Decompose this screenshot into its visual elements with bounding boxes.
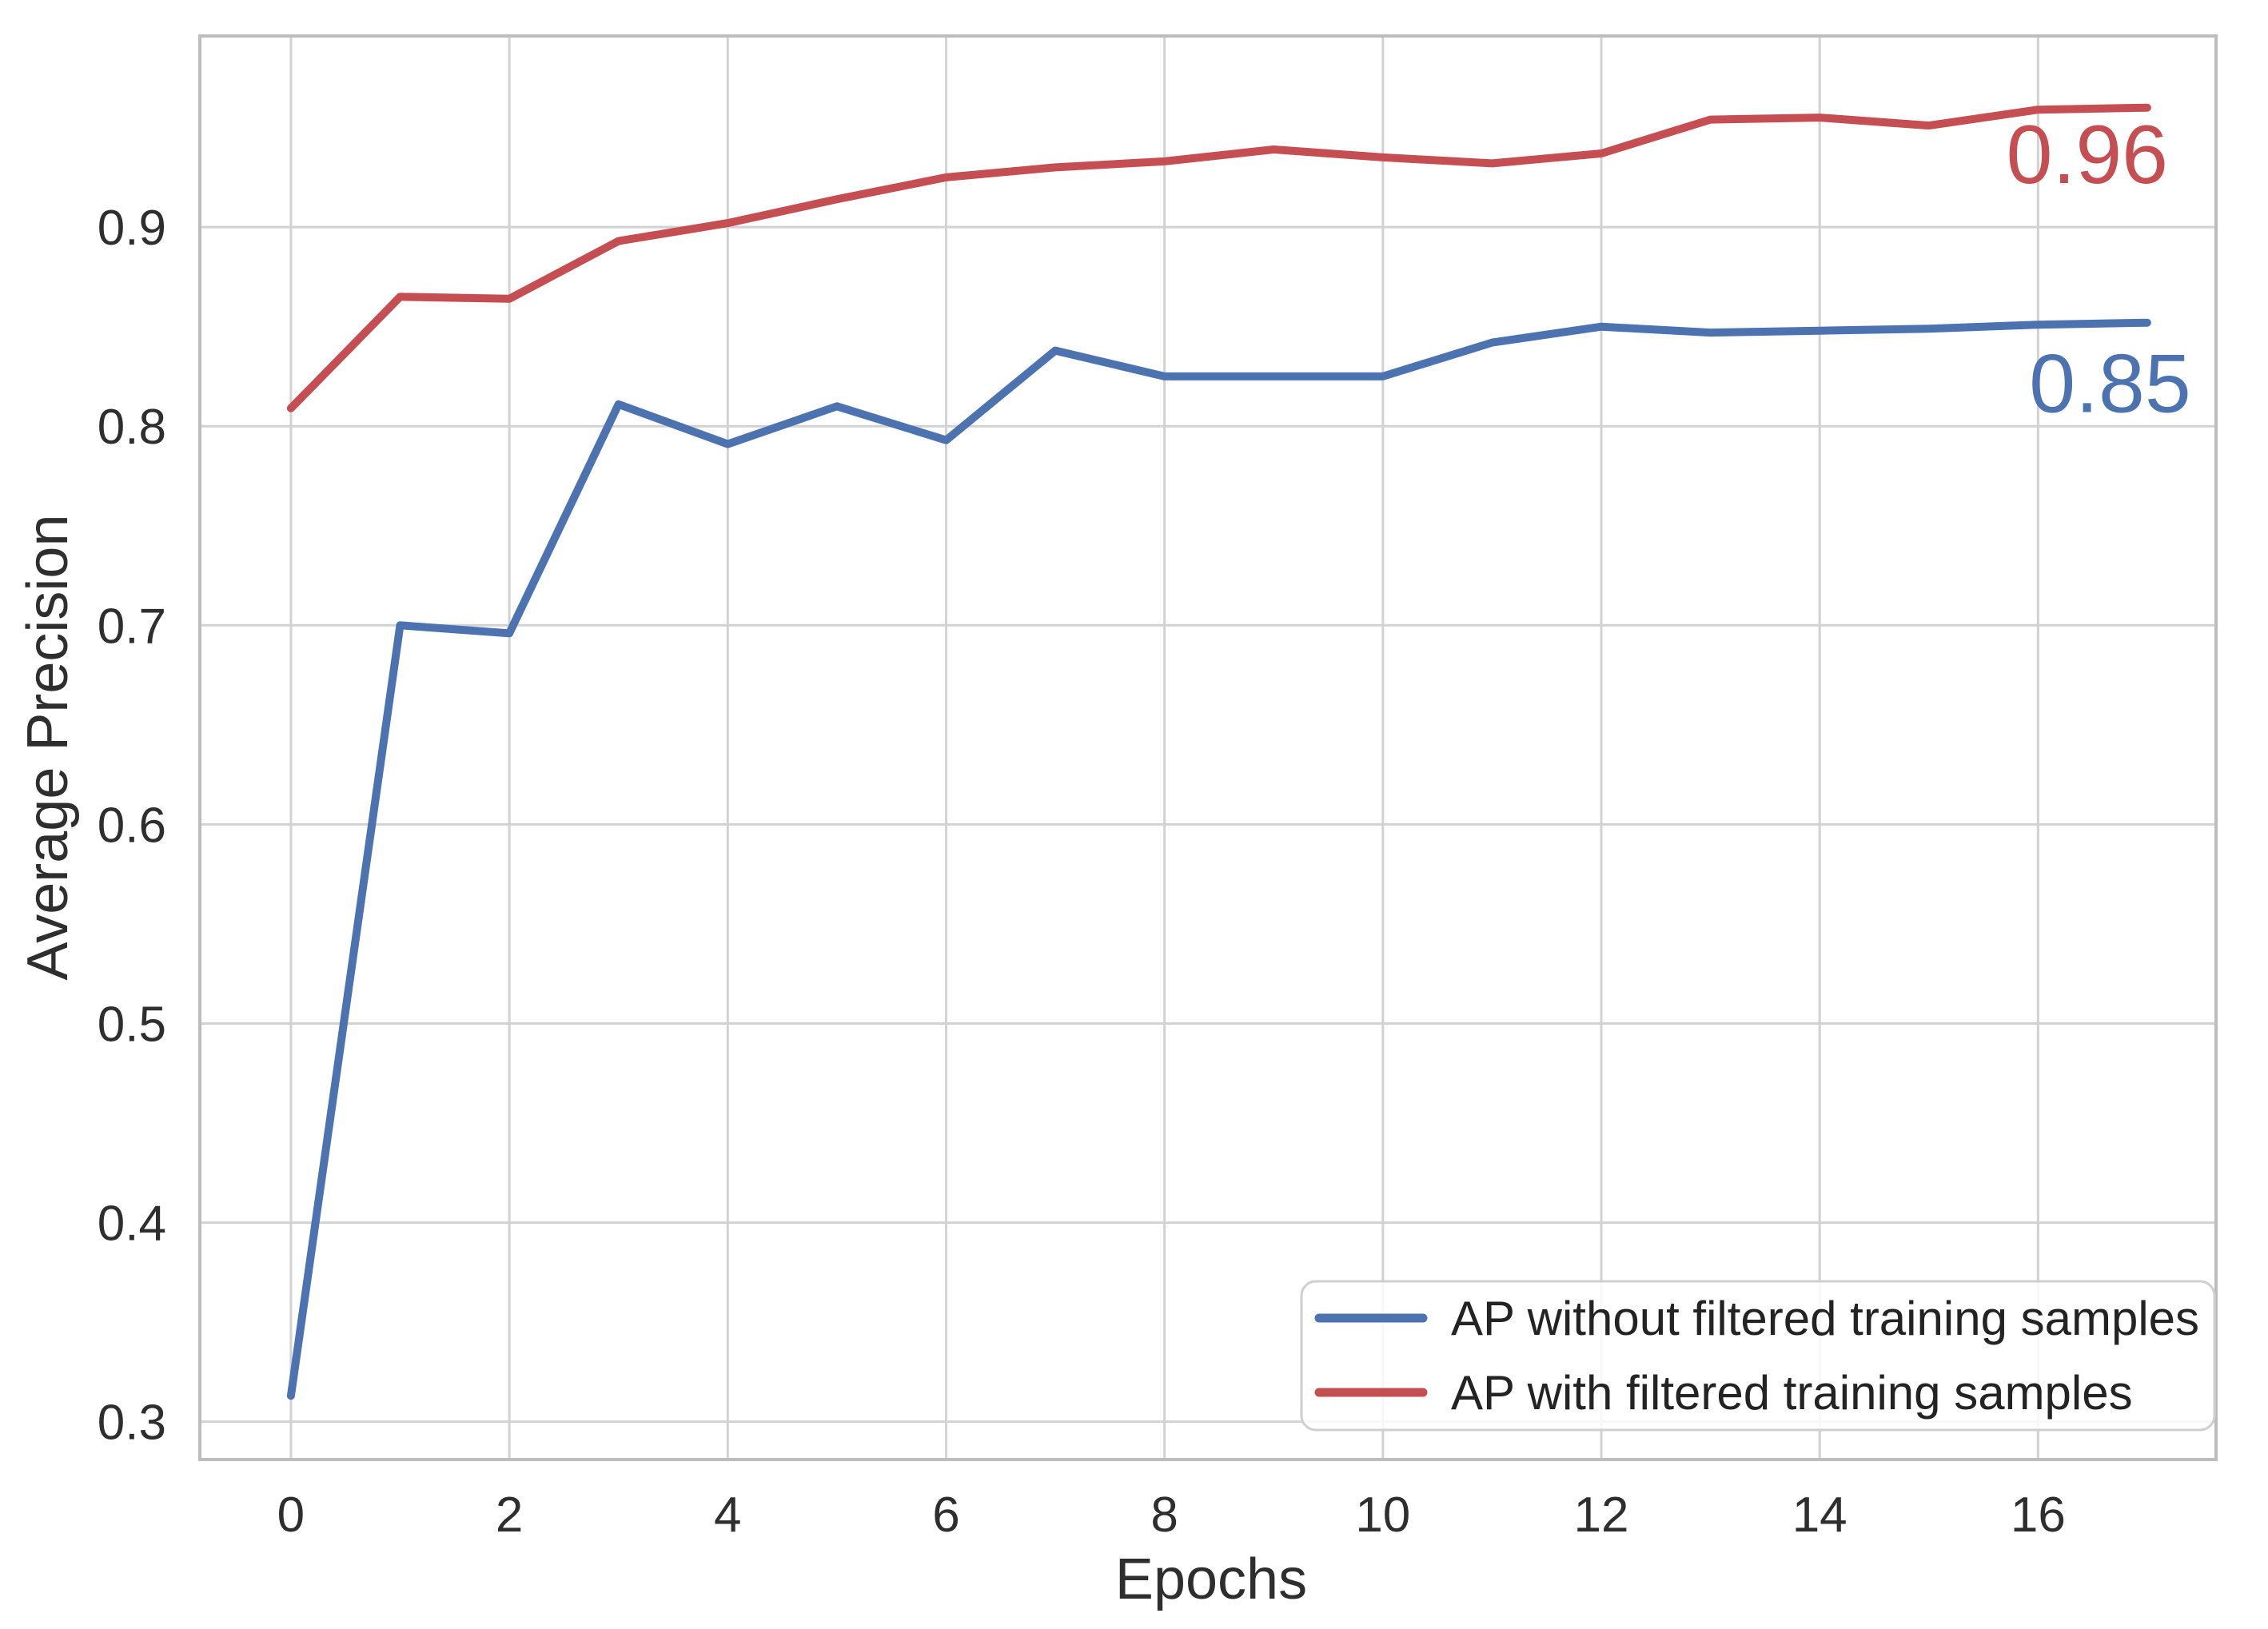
series-lines [286,103,2151,1400]
gridlines [200,36,2216,1460]
y-tick-label-0.8: 0.8 [98,400,166,455]
x-axis-label: Epochs [1115,1547,1307,1611]
x-tick-label-14: 14 [1792,1488,1847,1543]
x-tick-label-10: 10 [1355,1488,1410,1543]
legend-label-with-filtered: AP with filtered training samples [1451,1366,2133,1420]
annotation-0.96: 0.96 [2007,109,2168,201]
x-tick-label-8: 8 [1150,1488,1178,1543]
x-tick-label-4: 4 [714,1488,741,1543]
y-tick-label-0.5: 0.5 [98,997,166,1052]
y-tick-label-0.4: 0.4 [98,1197,166,1252]
x-tick-label-6: 6 [932,1488,959,1543]
annotation-0.85: 0.85 [2029,337,2190,430]
legend-box [1300,1280,2216,1432]
x-tick-label-2: 2 [496,1488,523,1543]
series-line-with-filtered [286,103,2151,412]
series-line-without-filtered [286,318,2151,1400]
y-tick-label-0.9: 0.9 [98,201,166,256]
y-tick-label-0.3: 0.3 [98,1396,166,1451]
y-tick-label-0.7: 0.7 [98,599,166,654]
x-tick-labels: 0 2 4 6 8 10 12 14 16 [277,1488,2066,1543]
x-tick-label-16: 16 [2011,1488,2066,1543]
x-tick-label-0: 0 [277,1488,305,1543]
y-tick-labels: 0.3 0.4 0.5 0.6 0.7 0.8 0.9 [98,201,166,1451]
legend: AP without filtered training samples AP … [1300,1280,2216,1432]
legend-label-without-filtered: AP without filtered training samples [1451,1292,2199,1345]
y-tick-label-0.6: 0.6 [98,798,166,853]
line-value-annotations: 0.96 0.85 [2007,109,2191,430]
y-axis-label: Average Precision [16,515,80,981]
plot-border [198,34,2218,1461]
x-tick-label-12: 12 [1574,1488,1629,1543]
